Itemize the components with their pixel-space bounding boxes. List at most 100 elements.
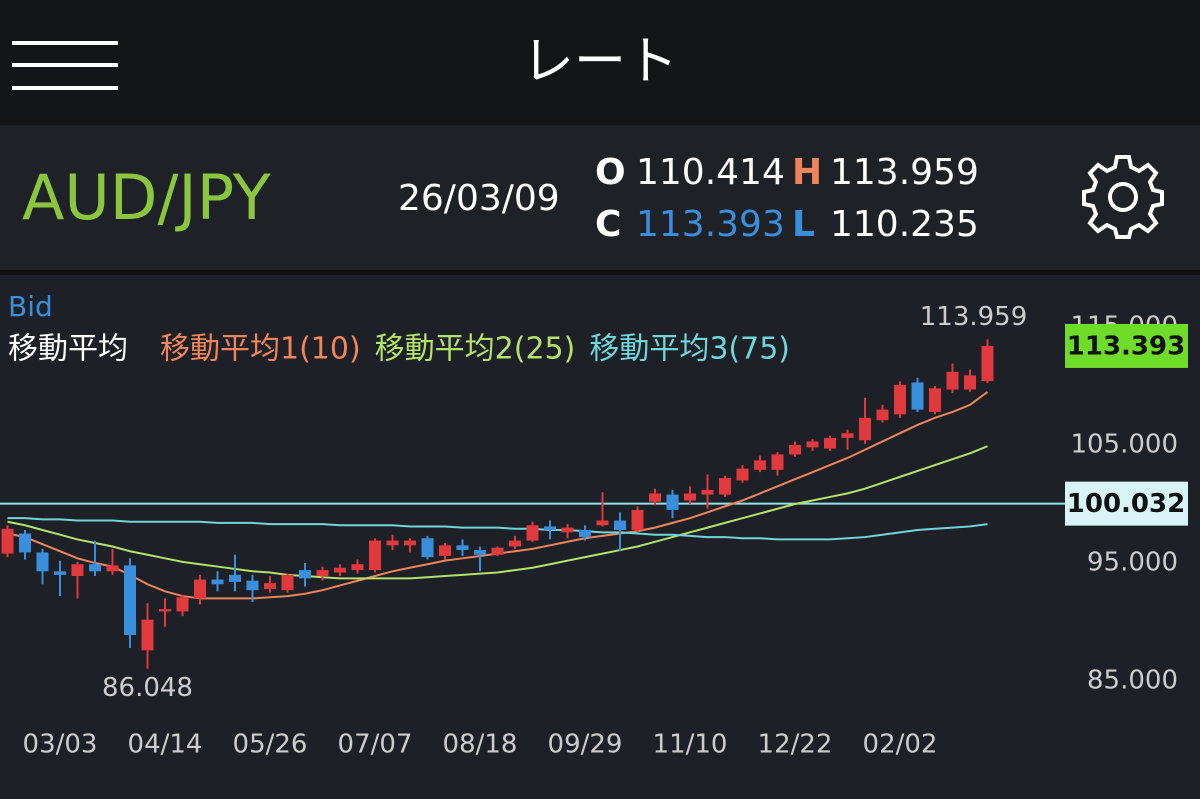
candle-body (211, 579, 224, 585)
pair: AUD/JPY (22, 161, 271, 234)
candle-body (684, 493, 696, 501)
candle-body (544, 526, 556, 530)
candle-body (89, 564, 101, 572)
candle-body (981, 345, 994, 382)
candle-body (929, 388, 941, 412)
candle-body (159, 609, 171, 612)
candle-body (299, 570, 311, 579)
y-tick-label: 105.000 (1070, 430, 1178, 460)
separator (0, 270, 1200, 275)
candle-body (281, 574, 294, 591)
quote-panel (0, 125, 1200, 270)
candle-body (964, 375, 976, 390)
x-tick-label: 09/29 (548, 730, 623, 760)
open-label: O (595, 152, 626, 193)
legend-entry: 移動平均1(10) (160, 332, 361, 367)
legend-title: 移動平均 (8, 332, 128, 367)
candle-body (124, 565, 136, 636)
x-tick-label: 04/14 (128, 730, 203, 760)
menu-button[interactable] (12, 41, 118, 90)
candle-body (264, 583, 276, 589)
candle-body (701, 489, 714, 495)
candle-body (509, 540, 521, 547)
candle-body (54, 571, 66, 575)
legend-entry: 移動平均3(75) (589, 332, 790, 367)
legend-entry: 移動平均2(25) (375, 332, 576, 367)
candle-body (246, 580, 259, 591)
x-tick-label: 12/22 (758, 730, 833, 760)
candle-body (369, 540, 381, 571)
max-label: 113.959 (920, 302, 1028, 332)
candle-body (491, 547, 504, 555)
bid-label: Bid (8, 290, 53, 323)
candle-body (614, 520, 626, 530)
high-value: 113.959 (830, 152, 979, 193)
candle-body (579, 529, 591, 538)
candle-body (421, 538, 434, 558)
candle-body (561, 527, 574, 533)
close-label: C (595, 204, 621, 245)
candle-body (386, 540, 399, 546)
high-label: H (792, 152, 822, 193)
date: 26/03/09 (398, 178, 560, 219)
candle-body (754, 460, 766, 470)
moving-average-line (7, 517, 988, 541)
settings-button[interactable] (1082, 155, 1164, 239)
candle-body (649, 493, 661, 502)
candle-body (526, 525, 539, 541)
candle-body (456, 545, 469, 551)
candle-body (106, 565, 119, 572)
candle-body (876, 409, 889, 421)
candle-body (439, 545, 451, 556)
top-bar (0, 0, 1200, 125)
candle-body (1, 528, 14, 554)
x-tick-label: 08/18 (443, 730, 518, 760)
candle-body (176, 597, 189, 612)
candle-body (894, 384, 906, 415)
x-tick-label: 05/26 (233, 730, 308, 760)
candle-body (841, 433, 854, 438)
candle-body (596, 520, 609, 526)
candle-body (631, 509, 644, 530)
candle-body (736, 468, 749, 481)
x-tick-label: 02/02 (863, 730, 938, 760)
candle-body (36, 552, 49, 572)
x-tick-label: 07/07 (338, 730, 413, 760)
price-label: 113.393 (1067, 331, 1185, 361)
x-tick-label: 11/10 (653, 730, 728, 760)
candle-body (316, 570, 329, 577)
reference-box (1065, 481, 1188, 526)
y-tick-label: 85.000 (1087, 666, 1178, 696)
title: レート (522, 32, 678, 92)
candle-body (474, 550, 486, 555)
reference-label: 100.032 (1067, 489, 1185, 519)
min-label: 86.048 (102, 673, 193, 703)
candle-body (911, 382, 924, 410)
low-label: L (792, 204, 815, 245)
candle-body (71, 564, 84, 577)
open-value: 110.414 (636, 152, 785, 193)
candle-body (824, 437, 836, 449)
candle-body (666, 494, 679, 510)
candle-body (789, 445, 801, 455)
candle-body (806, 441, 819, 448)
candle-body (771, 454, 784, 470)
close-value: 113.393 (636, 204, 785, 245)
candle-body (334, 567, 346, 573)
price-box (1065, 323, 1188, 368)
candle-body (351, 564, 364, 571)
candle-body (194, 579, 206, 599)
moving-average-line (7, 445, 988, 580)
candle-body (19, 533, 31, 553)
candle-body (946, 371, 959, 390)
candle-body (719, 478, 731, 495)
x-tick-label: 03/03 (23, 730, 98, 760)
y-tick-label: 95.000 (1087, 548, 1178, 578)
candle-body (229, 574, 241, 582)
candle-body (141, 619, 154, 651)
candle-body (404, 540, 416, 546)
candle-body (859, 417, 871, 441)
low-value: 110.235 (830, 204, 979, 245)
